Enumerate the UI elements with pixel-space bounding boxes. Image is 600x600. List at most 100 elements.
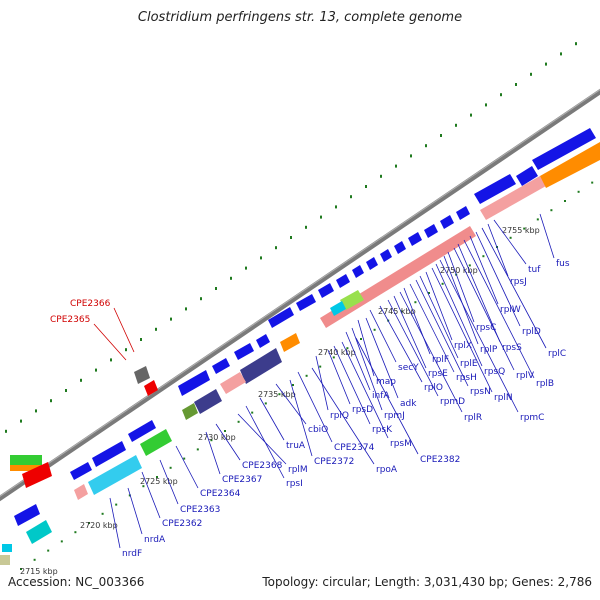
gene-label-rplE[interactable]: rplE xyxy=(460,359,478,369)
green-gene[interactable] xyxy=(340,290,364,310)
purple-gene-2[interactable] xyxy=(194,389,222,414)
gene-label-CPE2372[interactable]: CPE2372 xyxy=(314,457,354,467)
gene-small-1[interactable] xyxy=(456,206,470,220)
gene-label-rpsH[interactable]: rpsH xyxy=(456,373,477,383)
gene-label-rpsE[interactable]: rpsE xyxy=(428,369,448,379)
gene-label-rplV[interactable]: rplV xyxy=(516,371,535,381)
gene-small-5[interactable] xyxy=(394,241,406,254)
gene-label-rpsI[interactable]: rpsI xyxy=(286,479,303,489)
gene-small-9[interactable] xyxy=(336,274,350,288)
green-orange-block[interactable] xyxy=(10,455,42,465)
olive-block-left[interactable] xyxy=(0,555,10,565)
gene-label-rplQ[interactable]: rplQ xyxy=(330,411,349,421)
gene-label-rpsK[interactable]: rpsK xyxy=(372,425,393,435)
gene-small-15[interactable] xyxy=(212,358,230,374)
gene-label-nrdA[interactable]: nrdA xyxy=(144,535,166,545)
orange-gene[interactable] xyxy=(280,333,300,352)
gene-small-14[interactable] xyxy=(234,343,254,360)
gene-label-rpsN[interactable]: rpsN xyxy=(470,387,491,397)
gene-small-6[interactable] xyxy=(380,249,392,262)
gene-label-rpoA[interactable]: rpoA xyxy=(376,465,398,475)
gene-label-rplW[interactable]: rplW xyxy=(500,305,521,315)
gray-gene-2366[interactable] xyxy=(134,366,150,384)
gene-small-7[interactable] xyxy=(366,257,378,270)
gene-label-rplO[interactable]: rplO xyxy=(424,383,443,393)
gene-small-3[interactable] xyxy=(424,224,438,238)
gene-label-rpmC[interactable]: rpmC xyxy=(520,413,544,423)
gene-label-CPE2365[interactable]: CPE2365 xyxy=(50,315,90,325)
gene-small-10[interactable] xyxy=(318,283,334,298)
gene-label-rplD[interactable]: rplD xyxy=(522,327,541,337)
gene-arrow-nrdF[interactable] xyxy=(14,504,40,526)
cyan-gene[interactable] xyxy=(330,301,346,316)
scale-tick xyxy=(5,429,7,433)
gene-label-CPE2363[interactable]: CPE2363 xyxy=(180,505,220,515)
gene-label-CPE2364[interactable]: CPE2364 xyxy=(200,489,241,499)
gene-small-2[interactable] xyxy=(440,215,454,229)
gene-small-8[interactable] xyxy=(352,265,364,278)
rrna-block[interactable] xyxy=(480,176,546,220)
green-gene-2[interactable] xyxy=(140,429,172,456)
scale-tick xyxy=(485,103,487,107)
gene-label-truA[interactable]: truA xyxy=(286,441,306,451)
gene-label-CPE2366[interactable]: CPE2366 xyxy=(70,299,111,309)
gene-small-4[interactable] xyxy=(408,232,422,246)
gene-arrow-tuf[interactable] xyxy=(474,174,516,204)
gene-label-CPE2362[interactable]: CPE2362 xyxy=(162,519,202,529)
gene-label-adk[interactable]: adk xyxy=(400,399,417,409)
scale-tick xyxy=(47,549,50,552)
gene-small-16[interactable] xyxy=(178,370,210,396)
gene-label-map[interactable]: map xyxy=(376,377,396,387)
gene-arrow-fus[interactable] xyxy=(532,128,596,170)
gene-label-nrdF[interactable]: nrdF xyxy=(122,549,142,559)
trna-orange-block[interactable] xyxy=(540,142,600,188)
leader-line xyxy=(333,345,371,425)
cyan-block-left[interactable] xyxy=(2,544,12,552)
gene-label-rpmD[interactable]: rpmD xyxy=(440,397,465,407)
orange-block-2[interactable] xyxy=(10,465,42,471)
gene-label-rplX[interactable]: rplX xyxy=(454,341,472,351)
gene-label-rplN[interactable]: rplN xyxy=(494,393,513,403)
gene-small-13[interactable] xyxy=(256,334,270,348)
red-gene-2365[interactable] xyxy=(144,380,158,396)
gene-label-secY[interactable]: secY xyxy=(398,363,419,373)
gene-label-rpsD[interactable]: rpsD xyxy=(352,405,373,415)
gene-label-rplM[interactable]: rplM xyxy=(288,465,308,475)
scale-tick xyxy=(230,276,232,280)
scale-tick xyxy=(500,93,502,97)
gene-small-12[interactable] xyxy=(268,307,294,328)
gene-label-rplF[interactable]: rplF xyxy=(432,355,449,365)
gene-label-CPE2374[interactable]: CPE2374 xyxy=(334,443,375,453)
pink-gene-2[interactable] xyxy=(74,484,88,500)
scale-tick xyxy=(74,531,77,534)
gene-label-CPE2367[interactable]: CPE2367 xyxy=(222,475,262,485)
cyan-block-2[interactable] xyxy=(26,520,52,544)
pink-gene-1[interactable] xyxy=(220,372,246,394)
gene-arrow-rpsJ[interactable] xyxy=(516,166,538,186)
gene-label-rplC[interactable]: rplC xyxy=(548,349,566,359)
gene-arrow-2363[interactable] xyxy=(92,441,126,467)
gene-label-rplR[interactable]: rplR xyxy=(464,413,482,423)
gene-label-rpsJ[interactable]: rpsJ xyxy=(510,277,527,287)
gene-label-rpsM[interactable]: rpsM xyxy=(390,439,412,449)
cyan-block[interactable] xyxy=(88,455,142,495)
olive-gene[interactable] xyxy=(182,403,198,420)
kbp-label: 2720 kbp xyxy=(80,521,118,530)
gene-arrow-2364[interactable] xyxy=(128,420,156,442)
gene-arrow-2362[interactable] xyxy=(70,462,92,480)
gene-label-CPE2368[interactable]: CPE2368 xyxy=(242,461,283,471)
gene-label-CPE2382[interactable]: CPE2382 xyxy=(420,455,460,465)
gene-label-infA[interactable]: infA xyxy=(372,391,390,401)
purple-block[interactable] xyxy=(240,348,282,384)
gene-label-tuf[interactable]: tuf xyxy=(528,265,541,275)
red-block[interactable] xyxy=(22,462,52,488)
gene-small-11[interactable] xyxy=(296,294,316,311)
gene-label-fus[interactable]: fus xyxy=(556,259,570,269)
gene-label-rpsC[interactable]: rpsC xyxy=(476,323,496,333)
gene-label-rpsS[interactable]: rpsS xyxy=(502,343,522,353)
gene-label-cbiO[interactable]: cbiO xyxy=(308,425,328,435)
gene-label-rpmJ[interactable]: rpmJ xyxy=(384,411,405,421)
gene-label-rplB[interactable]: rplB xyxy=(536,379,554,389)
gene-label-rplP[interactable]: rplP xyxy=(480,345,498,355)
gene-label-rpsQ[interactable]: rpsQ xyxy=(484,367,505,377)
